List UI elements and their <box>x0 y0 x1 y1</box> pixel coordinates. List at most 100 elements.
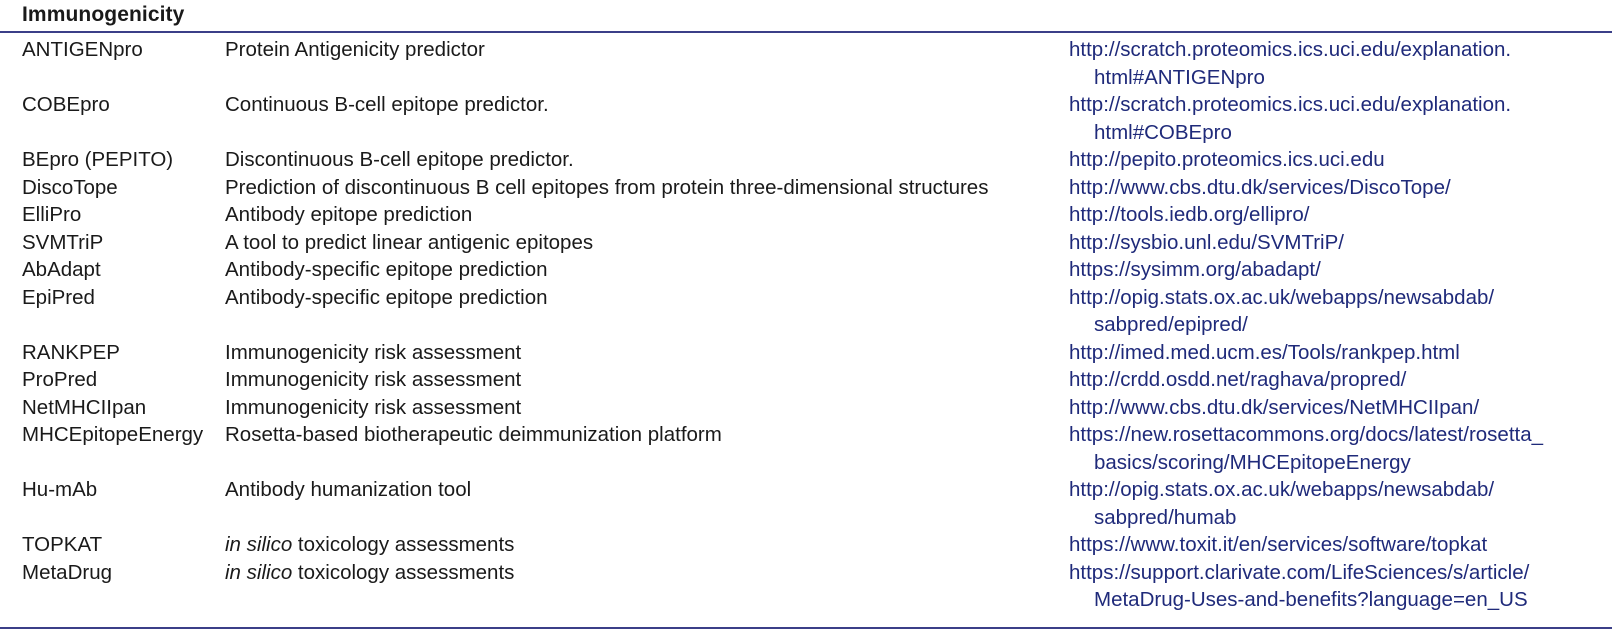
table-row: DiscoTope Prediction of discontinuous B c… <box>0 174 1620 202</box>
tool-name: MHCEpitopeEnergy <box>22 423 204 446</box>
url-line[interactable]: http://pepito.proteomics.ics.uci.edu <box>1069 148 1385 171</box>
tool-description: Immunogenicity risk assessment <box>225 394 521 422</box>
tool-description: Immunogenicity risk assessment <box>225 366 521 394</box>
tool-name: MetaDrug <box>22 560 113 584</box>
tool-url-link[interactable]: https://www.toxit.it/en/services/softwar… <box>1069 531 1487 559</box>
description-text: Protein Antigenicity predictor <box>225 38 485 61</box>
tool-url-link[interactable]: http://opig.stats.ox.ac.uk/webapps/newsa… <box>1069 284 1494 339</box>
url-line[interactable]: sabpred/humab <box>1094 505 1237 529</box>
url-line[interactable]: html#ANTIGENpro <box>1094 65 1265 89</box>
url-line[interactable]: https://sysimm.org/abadapt/ <box>1069 258 1321 281</box>
tool-url-link[interactable]: http://scratch.proteomics.ics.uci.edu/ex… <box>1069 36 1511 91</box>
description-italic: in silico <box>225 560 293 584</box>
tool-description: Immunogenicity risk assessment <box>225 339 521 367</box>
table-row: MetaDrug in silico toxicology assessments… <box>0 559 1620 614</box>
tool-url-link[interactable]: http://sysbio.unl.edu/SVMTriP/ <box>1069 229 1344 257</box>
url-line[interactable]: http://crdd.osdd.net/raghava/propred/ <box>1069 368 1407 391</box>
url-line[interactable]: https://support.clarivate.com/LifeScienc… <box>1069 560 1530 584</box>
tool-name: Hu-mAb <box>22 478 98 501</box>
tool-name: SVMTriP <box>22 230 104 254</box>
tools-table: ANTIGENpro Protein Antigenicity predictor… <box>0 36 1620 614</box>
description-text: Antibody humanization tool <box>225 478 472 501</box>
tool-name: ElliPro <box>22 203 82 226</box>
tool-description: in silico toxicology assessments <box>225 531 514 559</box>
description-text: Discontinuous B-cell epitope predictor. <box>225 148 574 171</box>
tool-description: Antibody-specific epitope prediction <box>225 256 548 284</box>
description-text: A tool to predict linear antigenic epito… <box>225 230 594 254</box>
description-text: toxicology assessments <box>292 560 515 584</box>
tool-description: Antibody-specific epitope prediction <box>225 284 548 312</box>
url-line[interactable]: http://scratch.proteomics.ics.uci.edu/ex… <box>1069 38 1512 61</box>
tool-name: TOPKAT <box>22 533 103 556</box>
url-line[interactable]: https://new.rosettacommons.org/docs/late… <box>1069 423 1544 446</box>
url-line[interactable]: sabpred/epipred/ <box>1094 313 1248 336</box>
tool-name: ProPred <box>22 368 98 391</box>
tool-description: Protein Antigenicity predictor <box>225 36 485 64</box>
tool-description: Discontinuous B-cell epitope predictor. <box>225 146 574 174</box>
tool-url-link[interactable]: http://tools.iedb.org/ellipro/ <box>1069 201 1309 229</box>
tool-url-link[interactable]: https://sysimm.org/abadapt/ <box>1069 256 1321 284</box>
tool-url-link[interactable]: http://www.cbs.dtu.dk/services/NetMHCIIp… <box>1069 394 1479 422</box>
tool-name: EpiPred <box>22 285 95 309</box>
url-line[interactable]: http://imed.med.ucm.es/Tools/rankpep.htm… <box>1069 340 1460 364</box>
section-title: Immunogenicity <box>22 3 185 26</box>
bottom-rule <box>0 627 1612 629</box>
tool-name: ANTIGENpro <box>22 38 143 61</box>
tool-description: Rosetta-based biotherapeutic deimmunizat… <box>225 421 722 449</box>
table-row: MHCEpitopeEnergy Rosetta-based biotherape… <box>0 421 1620 476</box>
tool-url-link[interactable]: http://pepito.proteomics.ics.uci.edu <box>1069 146 1385 174</box>
tool-url-link[interactable]: https://support.clarivate.com/LifeScienc… <box>1069 559 1529 614</box>
table-row: RANKPEP Immunogenicity risk assessment htt… <box>0 339 1620 367</box>
url-line[interactable]: http://opig.stats.ox.ac.uk/webapps/newsa… <box>1069 285 1495 309</box>
tool-url-link[interactable]: http://imed.med.ucm.es/Tools/rankpep.htm… <box>1069 339 1460 367</box>
table-row: COBEpro Continuous B-cell epitope predict… <box>0 91 1620 146</box>
description-text: Immunogenicity risk assessment <box>225 340 522 364</box>
tool-description: in silico toxicology assessments <box>225 559 514 587</box>
tool-url-link[interactable]: http://crdd.osdd.net/raghava/propred/ <box>1069 366 1406 394</box>
tool-url-link[interactable]: https://new.rosettacommons.org/docs/late… <box>1069 421 1543 476</box>
table-row: BEpro (PEPITO) Discontinuous B-cell epito… <box>0 146 1620 174</box>
url-line[interactable]: html#COBEpro <box>1094 120 1232 144</box>
table-row: NetMHCIIpan Immunogenicity risk assessmen… <box>0 394 1620 422</box>
url-line[interactable]: http://www.cbs.dtu.dk/services/DiscoTope… <box>1069 175 1451 199</box>
tool-description: Prediction of discontinuous B cell epito… <box>225 174 988 202</box>
table-row: SVMTriP A tool to predict linear antigeni… <box>0 229 1620 257</box>
description-text: Immunogenicity risk assessment <box>225 395 522 419</box>
url-line[interactable]: http://tools.iedb.org/ellipro/ <box>1069 203 1310 226</box>
url-line[interactable]: MetaDrug-Uses-and-benefits?language=en_U… <box>1094 588 1528 611</box>
description-text: Prediction of discontinuous B cell epito… <box>225 175 989 199</box>
url-line[interactable]: http://opig.stats.ox.ac.uk/webapps/newsa… <box>1069 478 1495 501</box>
url-line[interactable]: https://www.toxit.it/en/services/softwar… <box>1069 533 1488 556</box>
url-line[interactable]: basics/scoring/MHCEpitopeEnergy <box>1094 450 1411 474</box>
description-text: Rosetta-based biotherapeutic deimmunizat… <box>225 423 722 446</box>
url-line[interactable]: http://sysbio.unl.edu/SVMTriP/ <box>1069 230 1344 254</box>
tool-url-link[interactable]: http://www.cbs.dtu.dk/services/DiscoTope… <box>1069 174 1451 202</box>
description-italic: in silico <box>225 533 293 556</box>
table-row: EpiPred Antibody-specific epitope predict… <box>0 284 1620 339</box>
url-line[interactable]: http://www.cbs.dtu.dk/services/NetMHCIIp… <box>1069 395 1480 419</box>
table-row: ElliPro Antibody epitope prediction http:/… <box>0 201 1620 229</box>
tool-url-link[interactable]: http://opig.stats.ox.ac.uk/webapps/newsa… <box>1069 476 1494 531</box>
top-rule <box>0 31 1612 33</box>
description-text: Antibody-specific epitope prediction <box>225 258 548 281</box>
table-row: TOPKAT in silico toxicology assessments ht… <box>0 531 1620 559</box>
tool-description: A tool to predict linear antigenic epito… <box>225 229 593 257</box>
url-line[interactable]: http://scratch.proteomics.ics.uci.edu/ex… <box>1069 93 1512 116</box>
description-text: Antibody epitope prediction <box>225 203 473 226</box>
table-row: AbAdapt Antibody-specific epitope predict… <box>0 256 1620 284</box>
tool-name: NetMHCIIpan <box>22 395 147 419</box>
description-text: Antibody-specific epitope prediction <box>225 285 548 309</box>
tool-description: Antibody humanization tool <box>225 476 471 504</box>
tool-name: AbAdapt <box>22 258 101 281</box>
description-text: toxicology assessments <box>292 533 515 556</box>
tool-description: Continuous B-cell epitope predictor. <box>225 91 549 119</box>
tool-name: DiscoTope <box>22 175 118 199</box>
table-row: Hu-mAb Antibody humanization tool http://o… <box>0 476 1620 531</box>
tool-url-link[interactable]: http://scratch.proteomics.ics.uci.edu/ex… <box>1069 91 1511 146</box>
description-text: Immunogenicity risk assessment <box>225 368 522 391</box>
tool-name: COBEpro <box>22 93 110 116</box>
description-text: Continuous B-cell epitope predictor. <box>225 93 549 116</box>
tool-name: RANKPEP <box>22 340 120 364</box>
table-row: ProPred Immunogenicity risk assessment htt… <box>0 366 1620 394</box>
tool-name: BEpro (PEPITO) <box>22 148 174 171</box>
